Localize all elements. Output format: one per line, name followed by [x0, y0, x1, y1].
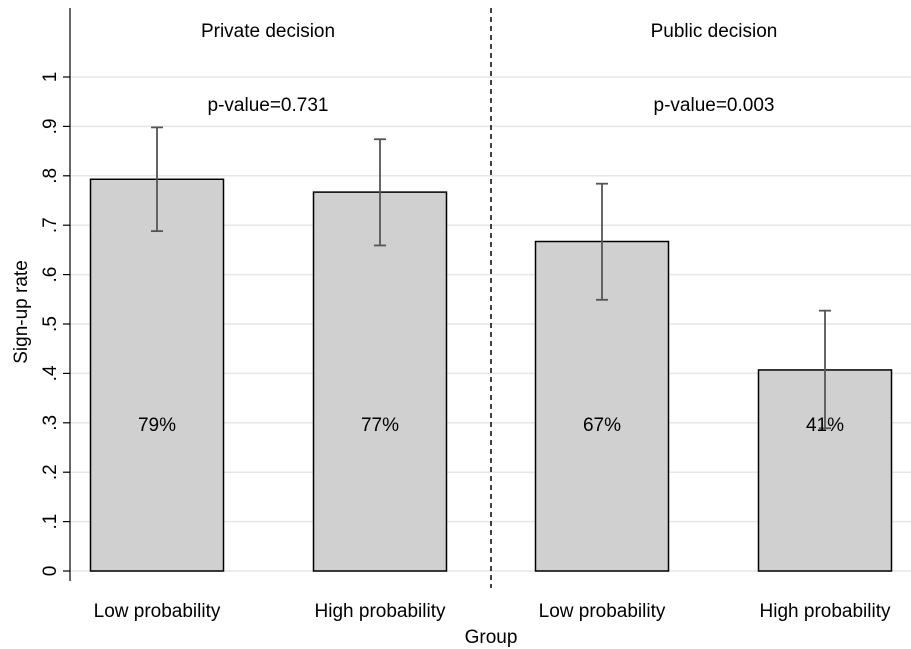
- bar: [89, 178, 225, 572]
- x-tick-label: Low probability: [539, 601, 666, 622]
- y-tick-label: .1: [40, 514, 61, 530]
- bar: [312, 191, 448, 572]
- bars: [89, 178, 893, 572]
- axes: [63, 8, 492, 588]
- y-tick-label: 0: [40, 566, 61, 577]
- y-tick-label: .7: [40, 217, 61, 233]
- y-axis-title: Sign-up rate: [11, 260, 32, 364]
- x-tick-label: High probability: [760, 601, 891, 622]
- y-tick-label: .8: [40, 168, 61, 184]
- panel-label: Private decision: [201, 21, 335, 42]
- chart-text: 0 .1 .2 .3 .4 .5 .6 .7 .8 .9 1 Private decision p-va…: [40, 21, 891, 622]
- y-tick-label: .4: [40, 365, 61, 381]
- x-tick-label: Low probability: [94, 601, 221, 622]
- error-bars: [151, 126, 831, 430]
- y-tick-label: .2: [40, 464, 61, 480]
- bar-value-label: 77%: [361, 415, 399, 436]
- y-tick-label: .5: [40, 316, 61, 332]
- x-axis-title: Group: [465, 627, 518, 648]
- bar-value-label: 41%: [806, 415, 844, 436]
- panel-label: Public decision: [651, 21, 778, 42]
- y-tick-label: 1: [40, 72, 61, 83]
- p-value-label: p-value=0.003: [654, 95, 775, 116]
- y-tick-label: .3: [40, 415, 61, 431]
- p-value-label: p-value=0.731: [208, 95, 329, 116]
- bar-value-label: 67%: [583, 415, 621, 436]
- y-tick-label: .9: [40, 118, 61, 134]
- x-tick-label: High probability: [315, 601, 446, 622]
- bar-value-label: 79%: [138, 415, 176, 436]
- y-tick-label: .6: [40, 267, 61, 283]
